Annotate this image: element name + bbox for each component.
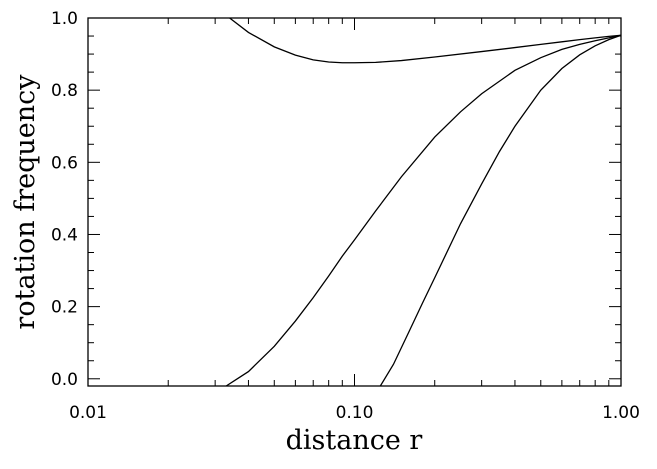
y-tick-label: 0.2: [51, 298, 78, 318]
y-tick-label: 0.0: [51, 370, 78, 390]
axis-ticks: [87, 17, 622, 386]
y-tick-label: 1.0: [51, 9, 78, 29]
series-line-3: [379, 34, 622, 387]
y-tick-label: 0.4: [51, 225, 78, 245]
y-axis-title: rotation frequency: [10, 74, 41, 330]
x-tick-label: 0.10: [336, 403, 374, 423]
axis-tick-labels: 0.01 0.10 1.00 0.0 0.2 0.4 0.6 0.8 1.0: [51, 9, 640, 423]
y-tick-label: 0.8: [51, 81, 78, 101]
x-tick-label: 0.01: [69, 403, 107, 423]
series-line-1: [229, 17, 622, 64]
y-tick-label: 0.6: [51, 153, 78, 173]
series-line-2: [225, 34, 622, 387]
plot-frame: [87, 17, 622, 387]
x-axis-title: distance r: [286, 425, 423, 456]
series-group: [225, 17, 622, 387]
x-tick-label: 1.00: [602, 403, 640, 423]
